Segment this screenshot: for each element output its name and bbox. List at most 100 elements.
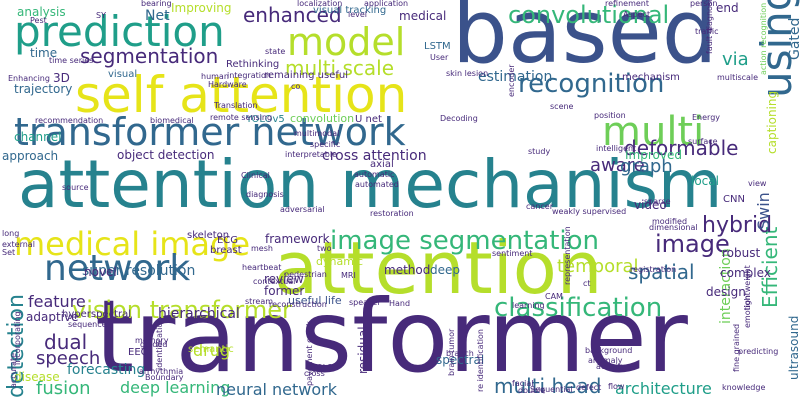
word-estimation: estimation bbox=[478, 69, 553, 85]
word-multi: multi bbox=[602, 109, 705, 155]
word-hierarchical: hierarchical bbox=[158, 306, 240, 322]
word-convolution: convolution bbox=[290, 112, 355, 125]
word-dimensional: dimensional bbox=[649, 223, 698, 232]
word-human: human bbox=[201, 72, 229, 81]
word-visual: visual bbox=[108, 69, 138, 80]
word-medical: medical bbox=[399, 9, 447, 23]
word-background: background bbox=[585, 346, 633, 355]
word-view: view bbox=[748, 179, 767, 188]
word-application: application bbox=[364, 0, 409, 8]
word-axial: axial bbox=[370, 159, 394, 170]
word-framework: framework bbox=[265, 232, 330, 246]
word-hybrid: hybrid bbox=[702, 213, 773, 238]
word-pavement-crack: pavement crack bbox=[305, 321, 314, 386]
word-medical-image: medical image bbox=[14, 225, 250, 263]
word-attention-mechanism: attention mechanism bbox=[18, 146, 723, 223]
word-re-identification: re identification bbox=[476, 329, 485, 392]
word-localization: localization bbox=[297, 0, 343, 8]
word-traffic: traffic bbox=[695, 27, 719, 36]
word-multi-head: multi head bbox=[494, 374, 602, 398]
word-method: method bbox=[384, 263, 431, 277]
word-defect: defect bbox=[576, 383, 602, 392]
word-pedestrian: pedestrian bbox=[284, 270, 327, 279]
word-cancer: cancer bbox=[526, 202, 553, 211]
word-classification: classification bbox=[494, 293, 663, 323]
word-scene: scene bbox=[550, 102, 574, 111]
word-activity: activity bbox=[596, 362, 626, 371]
word-approach: approach bbox=[2, 149, 59, 163]
word-multimodal: multimodal bbox=[294, 129, 340, 138]
word-forecasting: forecasting bbox=[67, 362, 146, 378]
word-two: two bbox=[317, 244, 332, 253]
word-local: local bbox=[691, 174, 719, 188]
word-fusion: fusion bbox=[36, 378, 91, 399]
word-lstm: LSTM bbox=[424, 41, 451, 52]
word-captioning: captioning bbox=[765, 90, 779, 154]
word-ecg: ECG bbox=[217, 235, 239, 246]
word-arrhythmia: arrhythmia bbox=[139, 367, 184, 376]
word-dual: dual bbox=[44, 330, 88, 354]
word-multi-scale: multi scale bbox=[285, 56, 395, 80]
word-cnn: CNN bbox=[723, 194, 745, 205]
word-u-net: U net bbox=[355, 114, 382, 125]
word-bearing: bearing bbox=[141, 0, 172, 8]
word-user: User bbox=[430, 53, 449, 62]
word-branch: branch bbox=[446, 349, 474, 358]
word-recognition: recognition bbox=[518, 69, 665, 99]
word-residual: residual bbox=[356, 326, 370, 374]
word-learning: learning bbox=[512, 301, 545, 310]
word-skin-lesion: skin lesion bbox=[446, 69, 489, 78]
word-state: state bbox=[265, 47, 286, 56]
word-set: Set bbox=[2, 248, 16, 257]
word-3d: 3D bbox=[53, 71, 70, 85]
word-fine-grained: fine grained bbox=[732, 323, 741, 372]
word-automated: automated bbox=[355, 180, 399, 189]
word-sequential: Sequential bbox=[530, 385, 573, 394]
word-former: former bbox=[264, 284, 305, 298]
word-convolutional: convolutional bbox=[508, 1, 670, 29]
word-time: time bbox=[30, 46, 58, 60]
word-knowledge: knowledge bbox=[722, 383, 766, 392]
word-feature: feature bbox=[28, 292, 86, 311]
word-interpretable: interpretable bbox=[285, 150, 338, 159]
word-stream: stream bbox=[245, 297, 274, 306]
word-memory: memory bbox=[135, 336, 169, 345]
word-adversarial: adversarial bbox=[280, 205, 325, 214]
word-recommendation: recommendation bbox=[35, 116, 104, 125]
word-hyperspectral: hyperspectral bbox=[62, 309, 132, 320]
word-diagnosis: diagnosis bbox=[246, 190, 284, 199]
word-remote-sensing: remote sensing bbox=[210, 113, 273, 122]
word-transformer: transformer bbox=[95, 278, 688, 395]
word-via: via bbox=[722, 49, 749, 70]
word-neural-network: neural network bbox=[216, 380, 338, 399]
word-skeleton: skeleton bbox=[187, 230, 230, 241]
word-segmentation: segmentation bbox=[80, 44, 219, 68]
word-deep: deep bbox=[430, 263, 460, 277]
word-disease: disease bbox=[14, 370, 60, 384]
word-temporal: temporal bbox=[557, 256, 639, 277]
word-decoding: Decoding bbox=[440, 114, 478, 123]
word-representation: representation bbox=[563, 226, 572, 285]
word-spectral: spectral bbox=[436, 353, 485, 367]
word-sequence: sequence bbox=[68, 320, 107, 329]
word-specific: specific bbox=[310, 140, 341, 149]
word-sy: SY bbox=[96, 11, 106, 20]
word-improving: Improving bbox=[171, 1, 232, 15]
word-based: based bbox=[452, 0, 718, 83]
word-refinement: refinement bbox=[605, 0, 649, 8]
word-graph: graph bbox=[620, 156, 673, 177]
word-cross-attention: cross attention bbox=[322, 148, 427, 164]
word-automatic: automatic bbox=[354, 170, 395, 179]
word-net: Net bbox=[145, 8, 170, 24]
word-aspect: Aspect bbox=[623, 10, 651, 19]
word-review: review bbox=[264, 272, 304, 286]
word-adaptive: adaptive bbox=[26, 310, 79, 324]
word-channel: channel bbox=[14, 130, 62, 144]
word-self-attention: self attention bbox=[75, 66, 408, 124]
word-intelligent: intelligent bbox=[596, 144, 637, 153]
word-encoder: encoder bbox=[507, 64, 516, 97]
word-mri: MRI bbox=[341, 271, 356, 280]
word-visual-tracking: visual tracking bbox=[313, 5, 387, 16]
word-level: level bbox=[348, 10, 368, 19]
